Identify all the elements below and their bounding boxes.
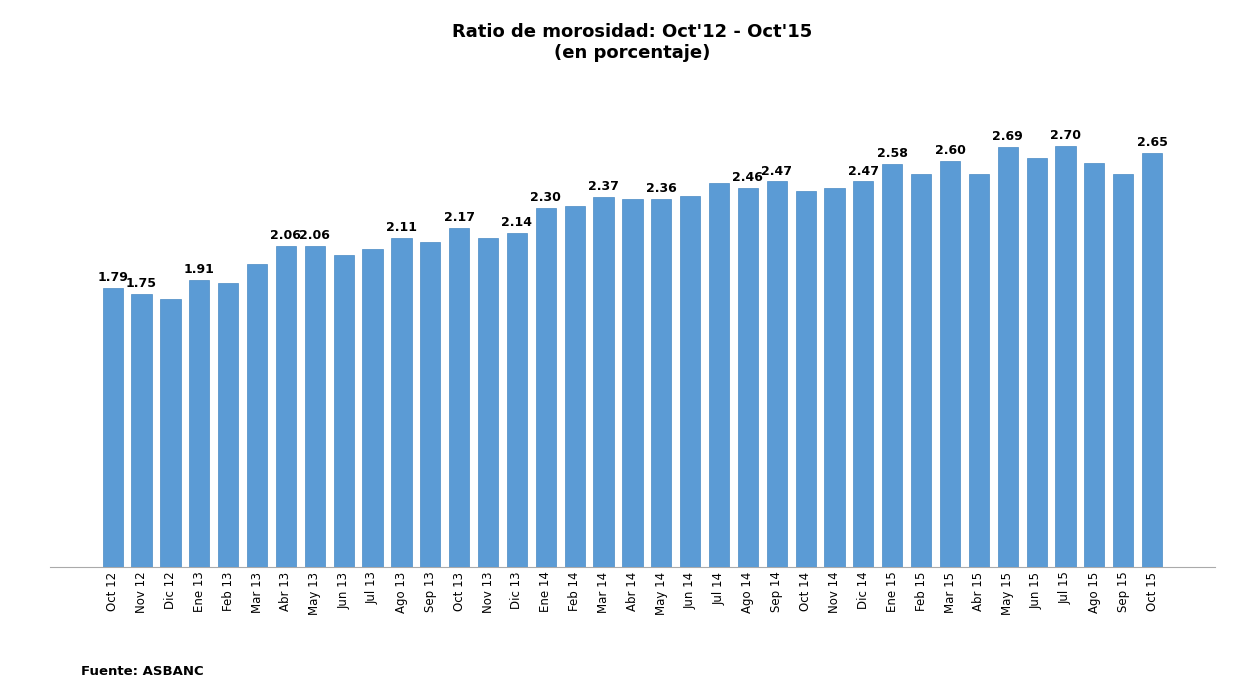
Text: 2.14: 2.14 (501, 216, 532, 229)
Bar (825, 188, 844, 567)
Bar (507, 233, 527, 567)
Text: 1.79: 1.79 (97, 271, 128, 284)
Bar (334, 255, 353, 567)
Bar (536, 208, 556, 567)
Bar (766, 181, 787, 567)
Bar (594, 197, 614, 567)
Bar (247, 264, 267, 567)
Bar (911, 174, 931, 567)
Bar (1027, 158, 1047, 567)
Text: 2.47: 2.47 (761, 165, 792, 178)
Text: 1.91: 1.91 (184, 263, 215, 276)
Text: Fuente: ASBANC: Fuente: ASBANC (81, 665, 203, 678)
Bar (218, 283, 238, 567)
Bar (853, 181, 873, 567)
Bar (131, 294, 151, 567)
Bar (738, 188, 758, 567)
Text: 2.47: 2.47 (848, 165, 879, 178)
Text: 2.70: 2.70 (1050, 129, 1081, 142)
Bar (709, 183, 729, 567)
Bar (564, 206, 585, 567)
Title: Ratio de morosidad: Oct'12 - Oct'15
(en porcentaje): Ratio de morosidad: Oct'12 - Oct'15 (en … (453, 24, 812, 62)
Bar (1142, 154, 1162, 567)
Text: 2.60: 2.60 (935, 144, 966, 157)
Text: 2.06: 2.06 (299, 228, 330, 242)
Bar (305, 246, 325, 567)
Text: 2.37: 2.37 (588, 180, 619, 193)
Bar (1055, 145, 1075, 567)
Bar (651, 199, 671, 567)
Text: 2.06: 2.06 (270, 228, 301, 242)
Bar (449, 228, 469, 567)
Bar (477, 238, 498, 567)
Text: 2.30: 2.30 (531, 191, 562, 204)
Bar (1114, 174, 1133, 567)
Text: 2.36: 2.36 (646, 182, 677, 194)
Bar (103, 288, 123, 567)
Bar (882, 164, 903, 567)
Bar (796, 191, 816, 567)
Bar (1084, 163, 1105, 567)
Bar (420, 242, 440, 567)
Bar (680, 196, 701, 567)
Bar (392, 238, 412, 567)
Bar (362, 248, 383, 567)
Text: 2.17: 2.17 (444, 212, 475, 224)
Bar (968, 174, 990, 567)
Text: 2.11: 2.11 (386, 221, 417, 234)
Bar (190, 280, 210, 567)
Text: 2.65: 2.65 (1137, 136, 1168, 149)
Text: 2.46: 2.46 (733, 171, 764, 184)
Bar (998, 147, 1018, 567)
Bar (160, 299, 181, 567)
Bar (940, 161, 960, 567)
Text: 2.58: 2.58 (877, 147, 908, 161)
Text: 1.75: 1.75 (126, 277, 157, 290)
Bar (622, 199, 642, 567)
Bar (275, 246, 296, 567)
Text: 2.69: 2.69 (992, 130, 1023, 143)
